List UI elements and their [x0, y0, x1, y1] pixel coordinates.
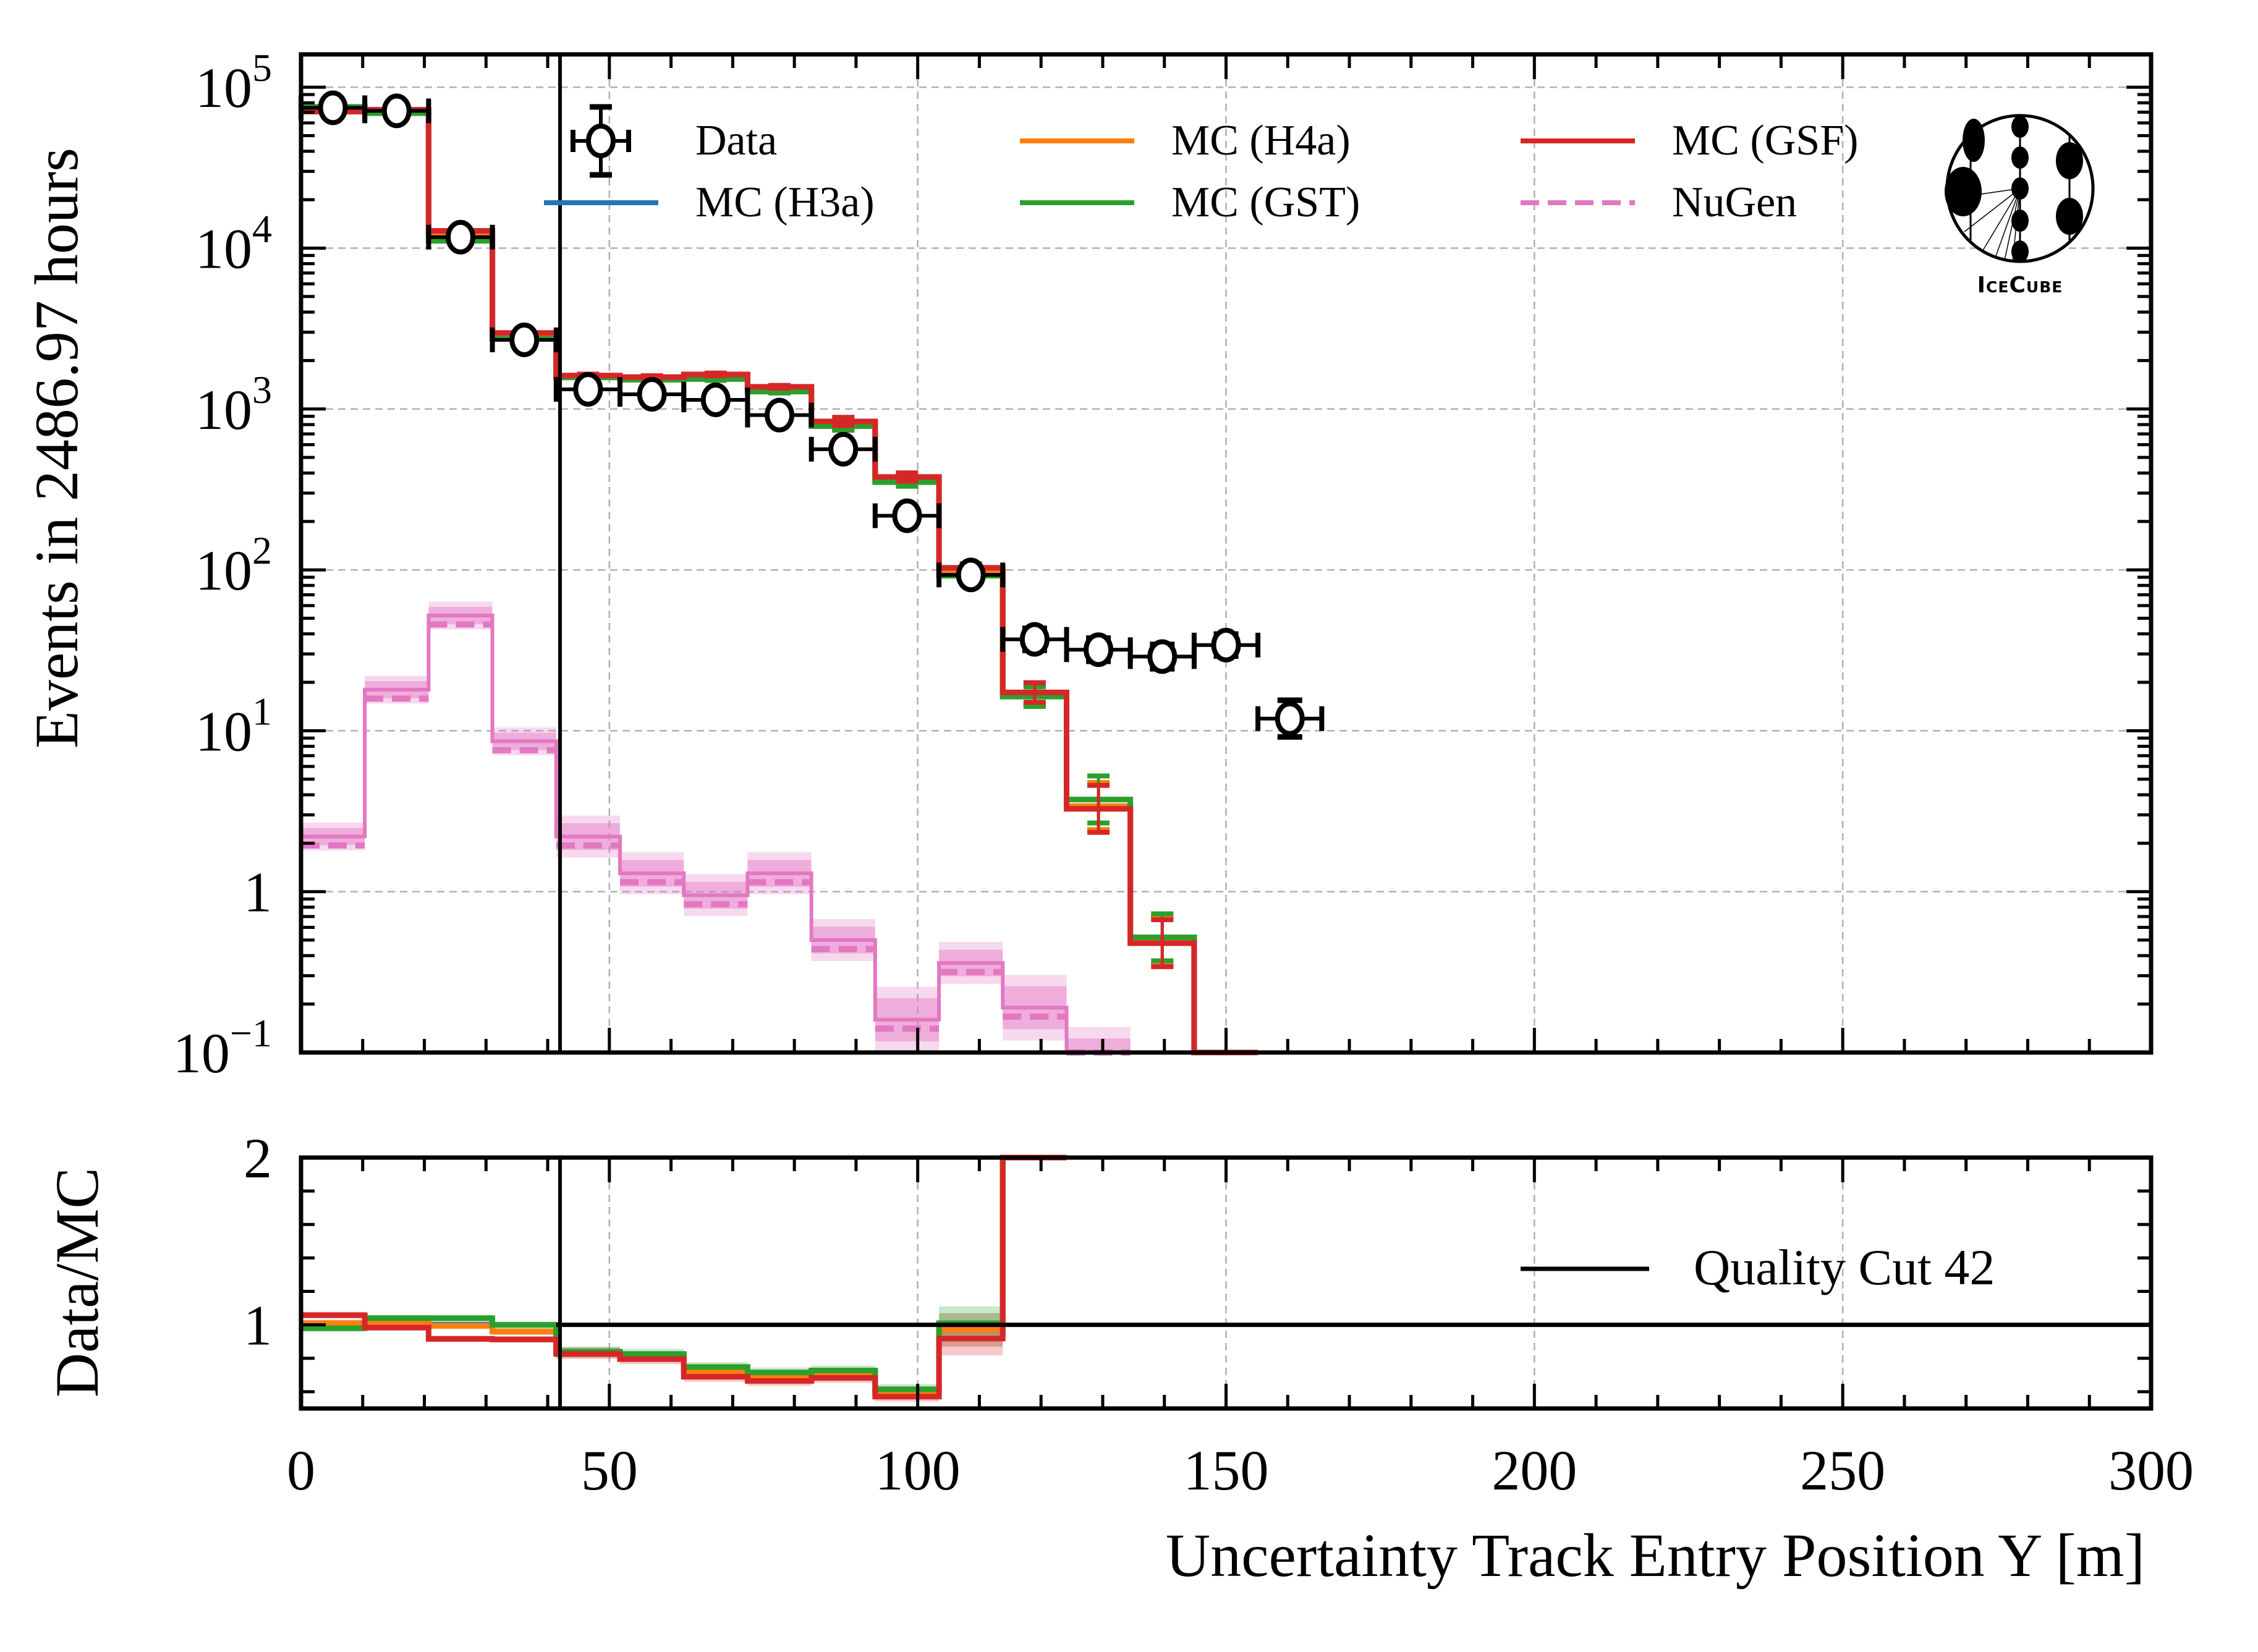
y-tick-label: 103 [195, 368, 272, 441]
x-tick-label: 100 [875, 1439, 961, 1502]
data-marker [1147, 639, 1178, 674]
legend: Data MC (H3a) MC (H4a) MC (GST) MC (GSF) NuGe… [544, 104, 1858, 226]
x-tick-label: 250 [1800, 1439, 1885, 1502]
legend-item: MC (H4a) [1020, 117, 1351, 164]
y-tick-label: 104 [195, 206, 272, 280]
ratio-panel: 21 0 50 100 150 200 250 300 Data/MC Uncertaint… [43, 1127, 2194, 1590]
data-point [617, 376, 687, 412]
ratio-grid [608, 1158, 1844, 1408]
x-tick-labels: 0 50 100 150 200 250 300 [287, 1439, 2194, 1502]
data-marker [765, 397, 795, 433]
data-point [745, 397, 814, 433]
x-axis-label: Uncertainty Track Entry Position Y [m] [1166, 1521, 2145, 1590]
ratio-lines [301, 1154, 1067, 1400]
data-point [362, 93, 431, 129]
data-marker [381, 93, 412, 129]
data-marker [445, 219, 475, 255]
x-tick-label: 150 [1184, 1439, 1269, 1502]
data-marker [892, 498, 922, 533]
data-point [426, 219, 495, 255]
data-marker [573, 371, 603, 407]
data-point [1191, 627, 1261, 663]
data-marker [1275, 701, 1305, 736]
data-point [490, 322, 559, 357]
legend-label: Data [695, 117, 777, 164]
x-tick-label: 50 [581, 1439, 638, 1502]
ratio-y-axis-label: Data/MC [43, 1167, 111, 1397]
data-point [1127, 639, 1197, 674]
data-marker [956, 557, 986, 593]
legend-label: MC (H3a) [695, 179, 875, 226]
data-point [681, 382, 750, 417]
ratio-y-tick-label: 2 [244, 1127, 272, 1190]
data-marker [700, 382, 731, 417]
x-tick-label: 300 [2108, 1439, 2194, 1502]
data-points [299, 90, 1325, 740]
data-point [936, 557, 1006, 593]
y-tick-label: 10−1 [173, 1011, 272, 1085]
legend-item: MC (GST) [1020, 179, 1360, 226]
main-panel: 105 104 103 102 101 1 10−1 Events in 2486.97 h… [22, 46, 2154, 1085]
main-grid [301, 54, 2151, 1054]
data-marker [1019, 622, 1050, 657]
legend-item: MC (GSF) [1521, 117, 1858, 164]
main-y-axis-label: Events in 2486.97 hours [22, 148, 91, 748]
legend-label: MC (GSF) [1672, 117, 1858, 164]
y-tick-label: 105 [195, 46, 272, 119]
data-marker [1084, 632, 1114, 667]
ratio-axes-frame [299, 1155, 2154, 1411]
x-tick-label: 200 [1492, 1439, 1577, 1502]
ratio-y-tick-labels: 21 [244, 1127, 272, 1357]
legend-label: MC (GST) [1171, 179, 1360, 226]
main-y-tick-labels: 105 104 103 102 101 1 10−1 [173, 46, 272, 1085]
data-marker [509, 322, 540, 357]
data-marker [637, 376, 667, 412]
quality-cut-legend-label: Quality Cut 42 [1694, 1239, 1995, 1295]
ratio-legend: Quality Cut 42 [1521, 1239, 1995, 1295]
legend-label: NuGen [1672, 179, 1797, 226]
data-marker [828, 431, 859, 467]
ratio-y-tick-label: 1 [244, 1294, 272, 1357]
data-point [1255, 697, 1325, 740]
legend-item: Data [571, 104, 777, 178]
data-marker [318, 90, 348, 125]
y-tick-label: 101 [195, 689, 272, 763]
main-axes-frame [299, 52, 2154, 1055]
data-point [872, 498, 942, 533]
x-tick-label: 0 [287, 1439, 315, 1502]
nugen-step-line [301, 613, 1131, 1054]
nugen-uncertainty-band-inner [1066, 1038, 1131, 1053]
nugen-uncertainty-band [1066, 1027, 1131, 1053]
data-marker [1211, 627, 1241, 663]
data-errorbar-icon [571, 104, 631, 178]
icecube-logo-text: IceCube [1977, 273, 2063, 298]
data-point [1000, 622, 1069, 657]
ratio-step-mc-gsf [301, 1154, 1067, 1400]
legend-item: MC (H3a) [544, 179, 875, 226]
icecube-logo-icon: IceCube [1945, 114, 2095, 298]
main-ticks [299, 54, 2153, 1054]
legend-label: MC (H4a) [1171, 117, 1351, 164]
y-tick-label: 102 [195, 528, 272, 602]
data-point [809, 431, 878, 467]
nugen-histogram [301, 601, 1131, 1056]
legend-item: NuGen [1521, 179, 1797, 226]
y-tick-label: 1 [244, 861, 272, 924]
